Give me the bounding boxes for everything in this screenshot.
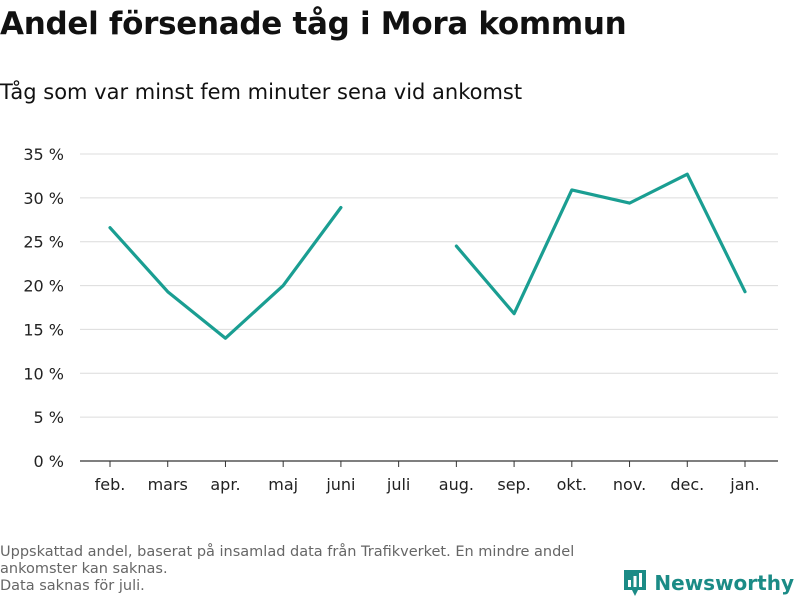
y-axis-ticks: 0 % 5 % 10 % 15 % 20 % 25 % 30 % 35 % — [23, 145, 64, 471]
footer-notes: Uppskattad andel, baserat på insamlad da… — [0, 544, 640, 595]
series-lines — [108, 172, 747, 340]
y-tick-label: 5 % — [34, 408, 64, 427]
chart-title: Andel försenade tåg i Mora kommun — [0, 6, 627, 42]
bar-chart-logo-icon — [624, 570, 647, 596]
x-tick-label: nov. — [613, 475, 646, 494]
y-tick-label: 35 % — [23, 145, 64, 164]
chart-subtitle: Tåg som var minst fem minuter sena vid a… — [0, 80, 523, 104]
y-tick-label: 10 % — [23, 364, 64, 383]
x-axis: feb. mars apr. maj juni juli aug. sep. okt. nov. d… — [80, 460, 778, 494]
footer-note-source: Uppskattad andel, baserat på insamlad da… — [0, 544, 575, 577]
x-tick-label: jan. — [729, 475, 759, 494]
x-tick-label: dec. — [670, 475, 704, 494]
series-line-segment-1 — [108, 205, 343, 340]
x-tick-label: sep. — [497, 475, 530, 494]
y-tick-label: 25 % — [23, 233, 64, 252]
x-tick-label: maj — [268, 475, 298, 494]
x-tick-label: apr. — [210, 475, 240, 494]
brand-logo[interactable]: Newsworthy — [622, 568, 794, 598]
series-line-segment-2 — [454, 172, 747, 316]
x-tick-label: juli — [386, 475, 410, 494]
x-tick-label: okt. — [557, 475, 587, 494]
x-tick-label: aug. — [439, 475, 474, 494]
gridlines — [80, 153, 778, 418]
brand-name: Newsworthy — [654, 571, 794, 595]
y-tick-label: 20 % — [23, 277, 64, 296]
footer-note-missing: Data saknas för juli. — [0, 578, 145, 594]
y-tick-label: 30 % — [23, 189, 64, 208]
x-tick-label: juni — [325, 475, 355, 494]
y-tick-label: 15 % — [23, 320, 64, 339]
x-tick-label: mars — [148, 475, 188, 494]
x-tick-label: feb. — [95, 475, 126, 494]
y-tick-label: 0 % — [34, 452, 64, 471]
